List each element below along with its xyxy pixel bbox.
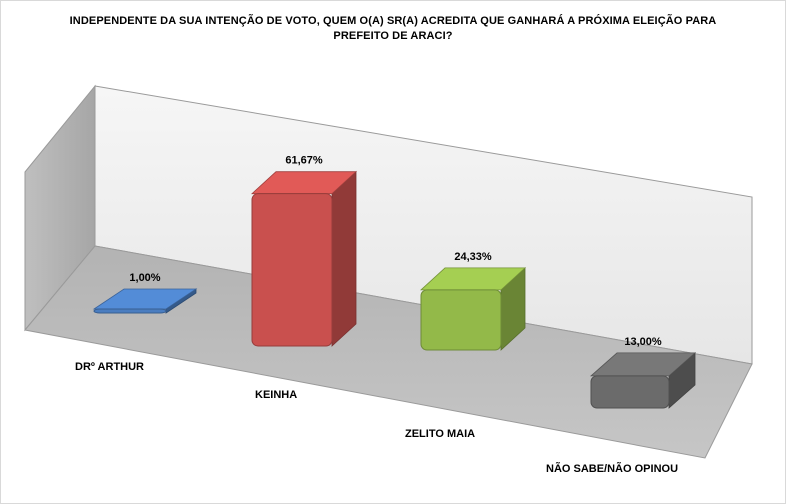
bar-front-face [420,289,502,351]
bar-2 [250,170,358,347]
category-label: NÃO SABE/NÃO OPINOU [546,462,678,475]
bar-front-face [251,193,333,347]
category-label: DRº ARTHUR [75,361,144,373]
data-label: 24,33% [454,251,492,263]
data-label: 13,00% [624,336,662,348]
chart-title: INDEPENDENTE DA SUA INTENÇÃO DE VOTO, QU… [69,15,717,42]
floor [24,245,753,459]
bar-4 [589,352,697,409]
bar-front-face [590,375,670,409]
bar-side-face [331,170,357,347]
data-label: 1,00% [129,272,160,284]
bar-front-face [93,308,167,314]
bar-3 [419,266,527,351]
category-label: ZELITO MAIA [405,428,475,440]
bar-1 [92,288,198,314]
data-label: 61,67% [285,155,323,167]
category-label: KEINHA [255,389,297,401]
